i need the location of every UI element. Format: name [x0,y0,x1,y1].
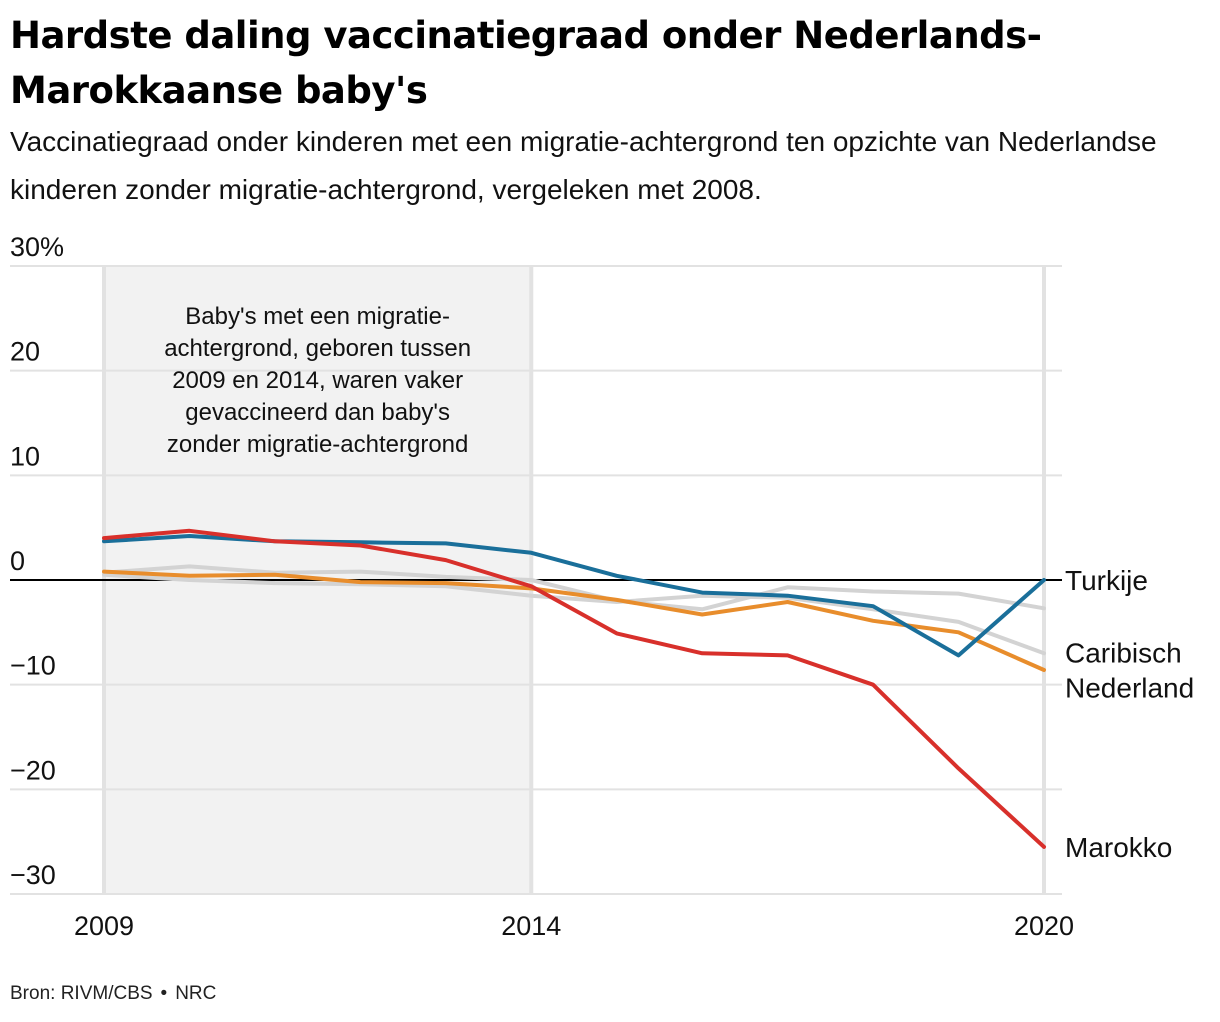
y-tick-label: −30 [10,860,56,890]
x-tick-label: 2009 [74,911,134,941]
x-axis-tick-labels: 2009 2014 2020 [74,911,1074,941]
series-end-label: Marokko [1065,832,1172,863]
series-end-labels: Turkije Caribisch Nederland Marokko [1065,565,1194,863]
y-tick-label: −10 [10,651,56,681]
y-tick-label: 10 [10,441,40,471]
series-line-marokko [102,528,1046,849]
annotation-line: zonder migratie-achtergrond [167,431,469,458]
source-publisher: NRC [175,983,217,1004]
source-text: Bron: RIVM/CBS [10,983,153,1004]
y-tick-label: 0 [10,546,25,576]
y-axis-tick-labels: 30% 20 10 0 −10 −20 −30 [10,232,64,890]
period-annotation: Baby's met een migratie-achtergrond, geb… [164,303,471,458]
annotation-line: 2009 en 2014, waren vaker [172,367,463,394]
series-line-caribisch-nederland [102,569,1046,672]
series-end-label: Caribisch [1065,638,1182,669]
y-tick-label: 30% [10,232,64,262]
chart-title: Hardste daling vaccinatiegraad onder Ned… [10,14,1042,112]
annotation-line: achtergrond, geboren tussen [164,335,471,362]
annotation-line: gevaccineerd dan baby's [185,399,450,426]
x-tick-label: 2020 [1014,911,1074,941]
chart-subtitle: Vaccinatiegraad onder kinderen met een m… [10,126,1157,205]
series-end-label: Nederland [1065,673,1194,704]
series-end-label: Turkije [1065,565,1148,596]
y-tick-label: 20 [10,337,40,367]
source-line: Bron: RIVM/CBS • NRC [10,983,216,1005]
annotation-line: Baby's met een migratie- [185,303,450,330]
source-separator: • [160,983,168,1004]
x-tick-label: 2014 [501,911,561,941]
series-lines [102,528,1046,849]
series-line-grey [102,572,1046,656]
y-tick-label: −20 [10,755,56,785]
series-line-grey [102,564,1046,612]
